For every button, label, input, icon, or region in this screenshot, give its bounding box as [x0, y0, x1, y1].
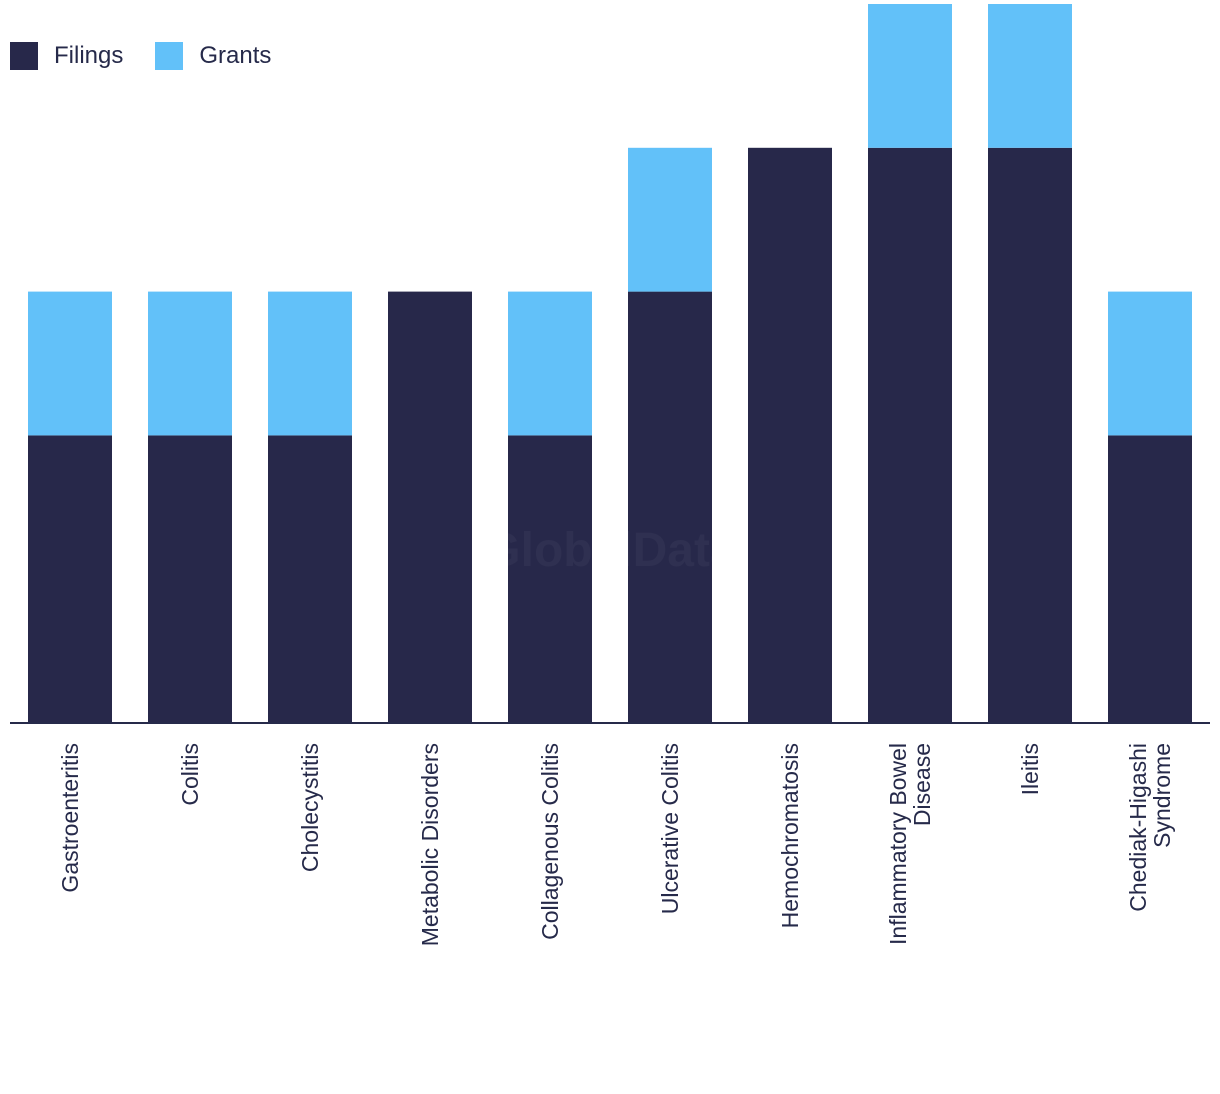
bar-filings-collagenous-colitis — [508, 435, 592, 723]
bar-grants-collagenous-colitis — [508, 291, 592, 436]
legend-swatch-grants — [155, 42, 184, 70]
legend-label-grants: Grants — [199, 42, 272, 69]
bar-grants-gastroenteritis — [28, 291, 112, 436]
x-tick-label-cholecystitis: Cholecystitis — [297, 743, 323, 872]
x-tick-label-metabolic-disorders: Metabolic Disorders — [417, 743, 443, 946]
bar-grants-colitis — [148, 291, 232, 436]
x-tick-label-line: Colitis — [177, 743, 203, 806]
x-tick-label-line: Inflammatory Bowel — [885, 743, 911, 945]
legend: Filings Grants — [10, 42, 303, 70]
bar-filings-gastroenteritis — [28, 435, 112, 723]
bar-grants-inflammatory-bowel-disease — [868, 4, 952, 148]
x-tick-label-ileitis: Ileitis — [1017, 743, 1043, 795]
x-tick-label-line: Cholecystitis — [297, 743, 323, 872]
bar-filings-cholecystitis — [268, 435, 352, 723]
bar-filings-hemochromatosis — [748, 147, 832, 724]
x-tick-label-line: Chediak-Higashi — [1125, 743, 1151, 912]
bar-grants-cholecystitis — [268, 291, 352, 436]
legend-label-filings: Filings — [54, 42, 124, 69]
bar-filings-chediak-higashi-syndrome — [1108, 435, 1192, 723]
bar-filings-ileitis — [988, 147, 1072, 724]
watermark: GlobalData — [483, 524, 737, 577]
x-tick-label-collagenous-colitis: Collagenous Colitis — [537, 743, 563, 940]
legend-item-filings: Filings — [10, 42, 123, 70]
x-tick-label-ulcerative-colitis: Ulcerative Colitis — [657, 743, 683, 914]
x-tick-label-chediak-higashi-syndrome: Chediak-HigashiSyndrome — [1125, 743, 1175, 912]
bar-filings-ulcerative-colitis — [628, 291, 712, 723]
x-tick-label-inflammatory-bowel-disease: Inflammatory BowelDisease — [885, 743, 935, 945]
x-tick-label-hemochromatosis: Hemochromatosis — [777, 743, 803, 928]
bar-grants-chediak-higashi-syndrome — [1108, 291, 1192, 436]
bar-filings-inflammatory-bowel-disease — [868, 147, 952, 724]
x-tick-label-line: Metabolic Disorders — [417, 743, 443, 946]
x-tick-label-line: Gastroenteritis — [57, 743, 83, 893]
bars-group — [28, 4, 1192, 724]
x-tick-label-line: Hemochromatosis — [777, 743, 803, 928]
x-axis-labels: Gastroenteritis Colitis Cholecystitis Metab… — [57, 743, 1175, 946]
legend-item-grants: Grants — [155, 42, 271, 70]
bar-filings-metabolic-disorders — [388, 291, 472, 723]
x-tick-label-line: Ileitis — [1017, 743, 1043, 795]
bar-filings-colitis — [148, 435, 232, 723]
x-tick-label-line: Collagenous Colitis — [537, 743, 563, 940]
x-tick-label-line: Syndrome — [1149, 743, 1175, 848]
bar-grants-ulcerative-colitis — [628, 147, 712, 292]
x-tick-label-line: Ulcerative Colitis — [657, 743, 683, 914]
x-tick-label-gastroenteritis: Gastroenteritis — [57, 743, 83, 893]
bar-grants-ileitis — [988, 4, 1072, 148]
x-tick-label-line: Disease — [909, 743, 935, 826]
legend-swatch-filings — [10, 42, 38, 70]
x-tick-label-colitis: Colitis — [177, 743, 203, 806]
